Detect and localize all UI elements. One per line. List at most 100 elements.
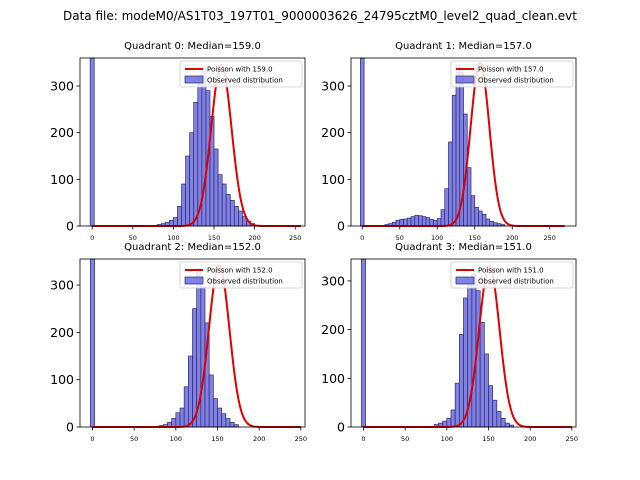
histogram-bar <box>488 385 494 428</box>
histogram-bar <box>454 382 460 428</box>
legend-label-poisson: Poisson with 157.0 <box>478 66 544 74</box>
histogram-bar <box>217 407 223 428</box>
y-tick-label: 300 <box>321 79 345 94</box>
x-tick-label: 150 <box>482 435 494 443</box>
y-tick-label: 200 <box>50 125 74 140</box>
legend-bar-swatch <box>184 75 204 84</box>
legend-box <box>179 60 303 88</box>
histogram-bar <box>450 409 456 428</box>
histogram-bar <box>466 167 472 227</box>
histogram-bar <box>179 407 185 428</box>
histogram-bar <box>187 355 193 428</box>
chart-panel-1: Quadrant 1: Median=157.0 0 50 100 150 200 250 0… <box>321 41 577 242</box>
legend-label-poisson: Poisson with 151.0 <box>478 267 544 275</box>
histogram-bar <box>229 199 235 227</box>
histogram-bar <box>448 141 453 227</box>
x-tick-label: 250 <box>566 435 578 443</box>
legend-label-observed: Observed distribution <box>207 278 283 286</box>
y-tick-label: 100 <box>50 172 74 187</box>
y-tick-label: 100 <box>321 172 345 187</box>
y-tick-label: 0 <box>66 219 74 234</box>
chart-panel-0: Quadrant 0: Median=159.0 0 50 100 150 200 250 0… <box>50 41 306 242</box>
figure-title: Data file: modeM0/AS1T03_197T01_90000036… <box>63 9 577 23</box>
legend: Poisson with 159.0 Observed distribution <box>179 60 303 88</box>
histogram-bar <box>425 217 431 227</box>
legend-label-observed: Observed distribution <box>478 77 554 85</box>
x-tick-label: 200 <box>506 234 518 242</box>
axes-frame <box>350 57 577 227</box>
x-tick-label: 100 <box>167 234 179 242</box>
x-tick-label: 0 <box>361 435 365 443</box>
chart-panel-2: Quadrant 2: Median=152.0 0 50 100 150 200 250 0… <box>50 242 307 443</box>
x-tick-label: 200 <box>524 435 536 443</box>
histogram-bar <box>217 174 223 227</box>
histogram-bar <box>212 398 218 428</box>
y-tick-label: 100 <box>321 371 345 386</box>
x-tick-label: 200 <box>248 234 260 242</box>
histogram-bar <box>471 273 477 428</box>
histogram-bar <box>177 206 182 227</box>
chart-title: Quadrant 1: Median=157.0 <box>395 41 532 52</box>
y-tick-label: 0 <box>337 219 345 234</box>
histogram-bar <box>208 374 214 428</box>
chart-title: Quadrant 0: Median=159.0 <box>124 41 261 52</box>
x-tick-label: 100 <box>441 435 453 443</box>
histogram-bar <box>406 217 412 227</box>
histogram-bar <box>225 193 231 227</box>
y-tick-label: 200 <box>321 322 345 337</box>
histogram-bar <box>225 418 231 428</box>
axes-frame <box>79 57 306 227</box>
y-tick-label: 300 <box>321 273 345 288</box>
legend: Poisson with 151.0 Observed distribution <box>450 261 574 289</box>
histogram-bar <box>229 421 235 428</box>
y-tick-label: 100 <box>50 372 74 387</box>
x-tick-label: 50 <box>401 435 409 443</box>
x-tick-label: 150 <box>469 234 481 242</box>
legend-label-poisson: Poisson with 152.0 <box>207 267 273 275</box>
legend-label-poisson: Poisson with 159.0 <box>207 66 273 74</box>
histogram-bar <box>192 308 198 428</box>
chart-panel-3: Quadrant 3: Median=151.0 0 50 100 150 200 250 0… <box>321 242 578 443</box>
y-tick-label: 300 <box>50 79 74 94</box>
x-tick-label: 50 <box>130 435 138 443</box>
histogram-bar <box>470 195 476 227</box>
chart-title: Quadrant 3: Median=151.0 <box>395 242 532 253</box>
histogram-bar <box>171 418 177 428</box>
histogram-bar <box>418 215 423 227</box>
legend-label-observed: Observed distribution <box>207 77 283 85</box>
y-tick-label: 200 <box>321 125 345 140</box>
histogram-bar <box>493 222 498 227</box>
x-tick-label: 0 <box>360 234 364 242</box>
histogram-bar <box>446 417 452 428</box>
histogram-bar <box>451 94 457 227</box>
histogram-bar <box>478 210 483 227</box>
x-tick-label: 250 <box>289 234 301 242</box>
histogram-bar <box>436 218 442 227</box>
histogram-bar <box>414 214 419 227</box>
x-tick-label: 250 <box>544 234 556 242</box>
histogram-bar <box>221 183 227 227</box>
histogram-bar <box>504 422 510 428</box>
histogram-bar <box>233 206 239 227</box>
histogram-bar <box>193 101 199 227</box>
legend-box <box>450 60 574 88</box>
legend: Poisson with 152.0 Observed distribution <box>179 261 303 289</box>
histogram-bar-zero <box>360 57 365 227</box>
axes-frame <box>79 258 306 428</box>
histogram-bar <box>489 220 494 227</box>
y-tick-label: 300 <box>50 278 74 293</box>
histogram-bar <box>175 412 181 428</box>
histogram-bar <box>483 353 489 428</box>
histogram-bar <box>455 64 461 227</box>
legend-box <box>450 261 574 289</box>
histogram-bar <box>479 321 485 428</box>
x-tick-label: 250 <box>295 435 307 443</box>
histogram-bar <box>485 218 491 227</box>
x-tick-label: 200 <box>253 435 265 443</box>
histogram-bar <box>421 216 427 227</box>
histogram-bar-zero <box>89 57 95 227</box>
histogram-bar-zero <box>361 258 366 428</box>
histogram-bar <box>189 132 195 227</box>
legend-label-observed: Observed distribution <box>478 278 554 286</box>
